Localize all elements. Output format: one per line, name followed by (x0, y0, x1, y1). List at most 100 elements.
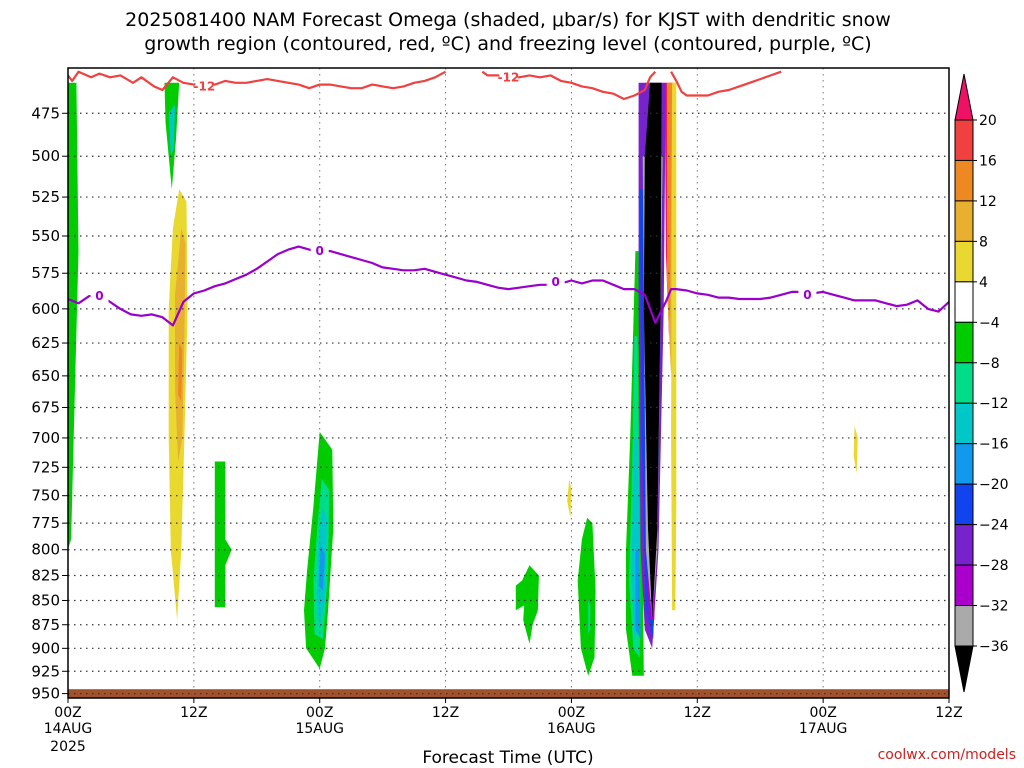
colorbar-bin (954, 564, 974, 607)
colorbar-top-triangle (954, 73, 974, 121)
contour-label: -12 (498, 70, 520, 84)
colorbar-bin (954, 159, 974, 202)
contour-label: 0 (95, 289, 103, 303)
colorbar-bin (954, 321, 974, 364)
colorbar-label: −36 (979, 639, 1009, 655)
colorbar-bin (954, 605, 974, 647)
contour-label-bg (798, 287, 817, 301)
omega-shaded-region (175, 228, 186, 462)
y-tick-label: 675 (31, 398, 60, 416)
contour-label: 0 (552, 275, 560, 289)
colorbar-label: −4 (979, 315, 1000, 331)
colorbar-bin (954, 119, 974, 161)
colorbar-label: −28 (979, 558, 1009, 574)
y-tick-label: 600 (31, 300, 60, 318)
y-tick-label: 750 (31, 487, 60, 505)
omega-shaded-region (666, 82, 673, 323)
y-tick-label: 950 (31, 685, 60, 703)
contour-label: -12 (194, 79, 216, 93)
colorbar-bottom-triangle (954, 645, 974, 693)
contour-label-bg (310, 244, 329, 258)
colorbar-bin (954, 240, 974, 283)
colorbar-label: 4 (979, 275, 988, 291)
y-axis: 475 500 525 550 575 600 625 650 675 700 725 750 775 8… (31, 104, 68, 703)
chart-title-line-2: growth region (contoured, red, ºC) and f… (144, 33, 871, 55)
y-tick-label: 800 (31, 541, 60, 559)
colorbar-label: 20 (979, 113, 997, 129)
x-date-label: 16AUG (547, 721, 596, 737)
y-tick-label: 575 (31, 264, 60, 282)
x-tick-label: 00Z (809, 705, 836, 721)
chart-title-line-1: 2025081400 NAM Forecast Omega (shaded, μ… (125, 9, 891, 31)
omega-shaded-region (853, 425, 858, 474)
colorbar-bin (954, 402, 974, 445)
y-tick-label: 550 (31, 227, 60, 245)
omega-shaded-region (643, 82, 662, 621)
contour-label: 0 (316, 244, 324, 258)
credit-text[interactable]: coolwx.com/models (878, 747, 1016, 763)
colorbar: 20 16 12 8 4 −4 −8 −12 −16 −20 −24 −28 −32 −36 (954, 73, 1009, 693)
colorbar-bin (954, 362, 974, 404)
y-tick-label: 500 (31, 147, 60, 165)
colorbar-label: −8 (979, 356, 1000, 372)
omega-shaded-region (318, 544, 325, 591)
omega-shaded-region (577, 517, 596, 676)
colorbar-label: −32 (979, 599, 1009, 615)
colorbar-bin (954, 200, 974, 242)
colorbar-bin (954, 443, 974, 485)
plot-frame (67, 67, 950, 699)
y-tick-label: 625 (31, 334, 60, 352)
omega-shaded-region (168, 104, 175, 157)
y-tick-label: 850 (31, 591, 60, 609)
y-tick-label: 875 (31, 616, 60, 634)
contour-line (68, 70, 447, 92)
x-tick-label: 12Z (935, 705, 962, 721)
x-date-label: 15AUG (295, 721, 344, 737)
colorbar-label: 12 (979, 194, 997, 210)
ground-surface-band (68, 689, 949, 698)
colorbar-label: −24 (979, 518, 1009, 534)
y-tick-label: 525 (31, 188, 60, 206)
x-axis-label: Forecast Time (UTC) (422, 748, 593, 768)
contour-label-bg (195, 79, 214, 93)
y-tick-label: 925 (31, 662, 60, 680)
omega-shaded-region (178, 343, 183, 402)
contour-line (670, 70, 782, 97)
gridlines (68, 68, 949, 698)
contour-label-bg (499, 70, 518, 84)
colorbar-label: −20 (979, 477, 1009, 493)
omega-shaded-region (515, 565, 539, 644)
x-tick-label: 12Z (432, 705, 459, 721)
y-tick-label: 725 (31, 458, 60, 476)
omega-shaded-region (214, 461, 232, 608)
y-tick-label: 700 (31, 429, 60, 447)
y-tick-label: 475 (31, 104, 60, 122)
x-date-label: 14AUG (44, 721, 93, 737)
colorbar-label: −12 (979, 396, 1009, 412)
omega-shaded-region (671, 82, 677, 611)
y-tick-label: 775 (31, 514, 60, 532)
omega-shaded-region (635, 549, 641, 639)
contour-label-bg (546, 274, 565, 288)
contour-line (68, 245, 949, 327)
y-tick-label: 900 (31, 639, 60, 657)
x-date-label: 17AUG (799, 721, 848, 737)
colorbar-bin (954, 524, 974, 566)
x-tick-label: 00Z (306, 705, 333, 721)
contour-lines: -12 -12 0 0 0 0 (68, 70, 949, 327)
y-tick-label: 825 (31, 566, 60, 584)
plot-area (68, 82, 949, 698)
contour-label: 0 (803, 288, 811, 302)
x-year-label: 2025 (50, 739, 86, 755)
colorbar-label: 8 (979, 234, 988, 250)
colorbar-label: −16 (979, 437, 1009, 453)
contour-label-bg (90, 289, 109, 303)
omega-shaded-region (68, 82, 79, 550)
colorbar-label: 16 (979, 153, 997, 169)
omega-shaded-region (588, 600, 591, 635)
colorbar-bin (954, 281, 974, 323)
colorbar-bin (954, 483, 974, 526)
x-tick-label: 12Z (180, 705, 207, 721)
